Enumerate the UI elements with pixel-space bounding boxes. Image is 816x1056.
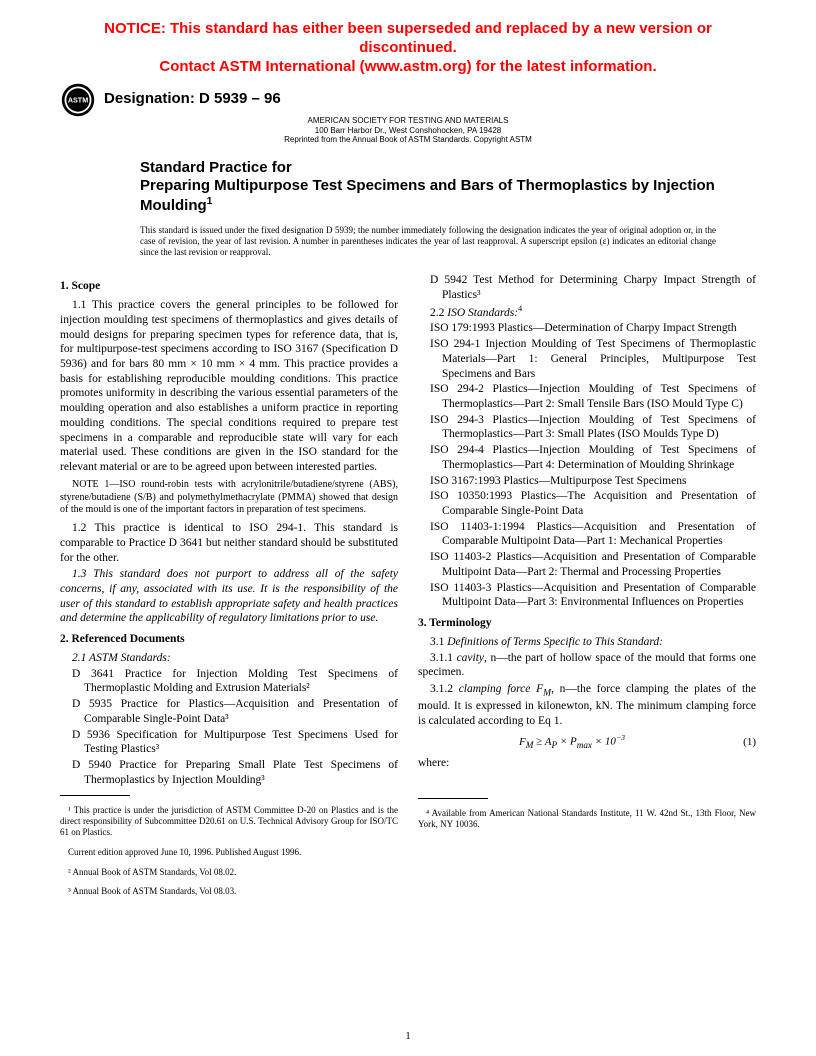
- term-3.1.1: 3.1.1 cavity, n—the part of hollow space…: [418, 651, 756, 680]
- ref-iso294-1: ISO 294-1 Injection Moulding of Test Spe…: [418, 337, 756, 381]
- title-prefix: Standard Practice for: [140, 159, 756, 177]
- ref-d5942: D 5942 Test Method for Determining Charp…: [418, 273, 756, 302]
- ref-d5936: D 5936 Specification for Multipurpose Te…: [60, 728, 398, 757]
- org-reprint: Reprinted from the Annual Book of ASTM S…: [284, 135, 532, 144]
- ref-d3641: D 3641 Practice for Injection Molding Te…: [60, 667, 398, 696]
- footnote-1: ¹ This practice is under the jurisdictio…: [60, 805, 398, 837]
- ref-iso294-4: ISO 294-4 Plastics—Injection Moulding of…: [418, 443, 756, 472]
- equation-1: FM ≥ AP × Pmax × 10−3 (1): [418, 733, 756, 752]
- footnote-3: ³ Annual Book of ASTM Standards, Vol 08.…: [60, 886, 398, 897]
- title-block: Standard Practice for Preparing Multipur…: [140, 159, 756, 215]
- ref-iso179: ISO 179:1993 Plastics—Determination of C…: [418, 321, 756, 336]
- note-1: NOTE 1—ISO round-robin tests with acrylo…: [60, 479, 398, 517]
- ref-iso10350: ISO 10350:1993 Plastics—The Acquisition …: [418, 489, 756, 518]
- footnote-2: ² Annual Book of ASTM Standards, Vol 08.…: [60, 867, 398, 878]
- title-main: Preparing Multipurpose Test Specimens an…: [140, 177, 756, 215]
- left-column: 1. Scope 1.1 This practice covers the ge…: [60, 273, 398, 906]
- iso-standards-label: 2.2 ISO Standards:4: [418, 304, 756, 321]
- ref-iso294-3: ISO 294-3 Plastics—Injection Moulding of…: [418, 413, 756, 442]
- scope-1.2: 1.2 This practice is identical to ISO 29…: [60, 521, 398, 565]
- term-3.1.2: 3.1.2 clamping force FM, n—the force cla…: [418, 682, 756, 729]
- scope-1.1: 1.1 This practice covers the general pri…: [60, 298, 398, 475]
- scope-heading: 1. Scope: [60, 279, 398, 294]
- where-label: where:: [418, 756, 756, 771]
- right-column: D 5942 Test Method for Determining Charp…: [418, 273, 756, 906]
- svg-text:ASTM: ASTM: [68, 96, 88, 105]
- header-row: ASTM Designation: D 5939 – 96: [60, 82, 756, 118]
- page-number: 1: [405, 1030, 411, 1042]
- ref-iso3167: ISO 3167:1993 Plastics—Multipurpose Test…: [418, 474, 756, 489]
- terminology-heading: 3. Terminology: [418, 616, 756, 631]
- astm-standards-label: 2.1 ASTM Standards:: [60, 651, 398, 666]
- footnote-rule-left: [60, 795, 130, 796]
- issuance-note: This standard is issued under the fixed …: [140, 225, 716, 257]
- ref-d5935: D 5935 Practice for Plastics—Acquisition…: [60, 697, 398, 726]
- term-3.1: 3.1 Definitions of Terms Specific to Thi…: [418, 635, 756, 650]
- org-info: AMERICAN SOCIETY FOR TESTING AND MATERIA…: [60, 116, 756, 145]
- scope-1.3: 1.3 This standard does not purport to ad…: [60, 567, 398, 626]
- notice-banner: NOTICE: This standard has either been su…: [60, 20, 756, 76]
- ref-iso11403-3: ISO 11403-3 Plastics—Acquisition and Pre…: [418, 581, 756, 610]
- ref-iso294-2: ISO 294-2 Plastics—Injection Moulding of…: [418, 382, 756, 411]
- org-name: AMERICAN SOCIETY FOR TESTING AND MATERIA…: [308, 116, 509, 125]
- page: NOTICE: This standard has either been su…: [0, 0, 816, 1056]
- notice-line2: Contact ASTM International (www.astm.org…: [159, 58, 656, 75]
- footnote-1b: Current edition approved June 10, 1996. …: [60, 847, 398, 858]
- notice-line1: NOTICE: This standard has either been su…: [104, 20, 712, 56]
- astm-logo-icon: ASTM: [60, 82, 96, 118]
- ref-d5940: D 5940 Practice for Preparing Small Plat…: [60, 758, 398, 787]
- designation: Designation: D 5939 – 96: [104, 90, 281, 107]
- equation-formula: FM ≥ AP × Pmax × 10−3: [418, 733, 726, 752]
- ref-iso11403-1: ISO 11403-1:1994 Plastics—Acquisition an…: [418, 520, 756, 549]
- footnote-4: ⁴ Available from American National Stand…: [418, 808, 756, 830]
- footnote-rule-right: [418, 798, 488, 799]
- refs-heading: 2. Referenced Documents: [60, 632, 398, 647]
- equation-number: (1): [726, 735, 756, 749]
- ref-iso11403-2: ISO 11403-2 Plastics—Acquisition and Pre…: [418, 550, 756, 579]
- org-addr: 100 Barr Harbor Dr., West Conshohocken, …: [315, 126, 501, 135]
- body-columns: 1. Scope 1.1 This practice covers the ge…: [60, 273, 756, 906]
- note-label: NOTE 1: [72, 479, 109, 490]
